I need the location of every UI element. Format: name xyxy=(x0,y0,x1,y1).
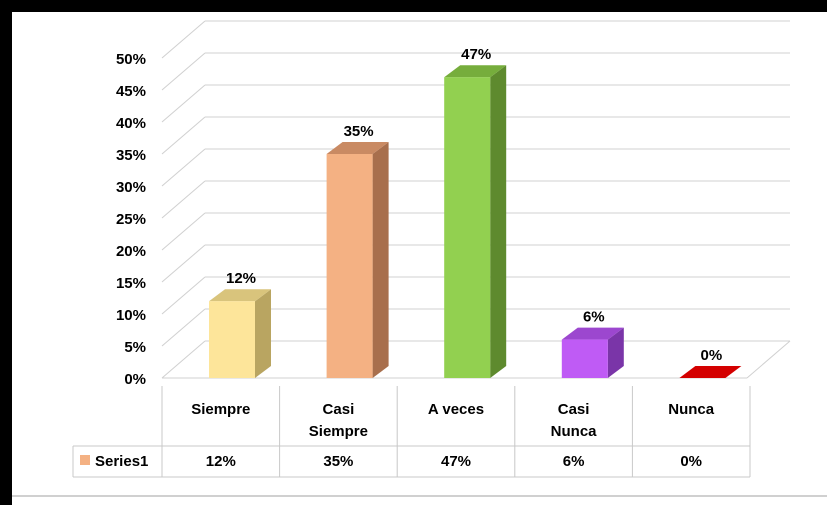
category-label: Casi xyxy=(323,401,355,418)
floor-edge-right xyxy=(746,340,791,379)
y-tick-label: 30% xyxy=(116,179,146,196)
gridline-diagonal xyxy=(161,212,206,251)
gridline-diagonal xyxy=(161,244,206,283)
table-value: 6% xyxy=(563,453,585,470)
category-label: Nunca xyxy=(551,423,598,440)
gridline-diagonal xyxy=(161,276,206,315)
gridline-diagonal xyxy=(161,308,206,347)
y-tick-label: 0% xyxy=(124,371,146,388)
bar-side xyxy=(372,142,389,378)
data-label: 0% xyxy=(701,347,723,364)
y-tick-label: 40% xyxy=(116,115,146,132)
category-label: Siempre xyxy=(191,401,250,418)
table-value: 47% xyxy=(441,453,471,470)
y-tick-label: 15% xyxy=(116,275,146,292)
bar-side xyxy=(255,289,271,378)
bar xyxy=(561,339,608,378)
bar-side xyxy=(607,327,624,378)
data-label: 35% xyxy=(344,123,374,140)
data-label: 47% xyxy=(461,46,491,63)
y-tick-label: 50% xyxy=(116,51,146,68)
bar xyxy=(326,154,373,378)
y-tick-label: 25% xyxy=(116,211,146,228)
gridline-diagonal xyxy=(161,340,206,379)
table-value: 12% xyxy=(206,453,236,470)
legend-key xyxy=(80,455,90,465)
bar-top xyxy=(561,327,624,340)
bar xyxy=(444,77,491,378)
bar-side xyxy=(490,65,507,378)
table-value: 35% xyxy=(323,453,353,470)
y-tick-label: 10% xyxy=(116,307,146,324)
category-label: Nunca xyxy=(668,401,715,418)
y-tick-label: 20% xyxy=(116,243,146,260)
data-label: 6% xyxy=(583,309,605,326)
category-label: A veces xyxy=(428,401,484,418)
y-tick-label: 5% xyxy=(124,339,146,356)
gridline-diagonal xyxy=(161,148,206,187)
bar-top xyxy=(209,289,271,302)
gridline-diagonal xyxy=(161,84,206,123)
gridline-diagonal xyxy=(161,116,206,155)
frame-shadow xyxy=(12,495,827,497)
gridline-diagonal xyxy=(161,52,206,91)
bar-top xyxy=(326,142,389,154)
bar-top xyxy=(679,366,742,378)
data-label: 12% xyxy=(226,270,256,287)
series-name: Series1 xyxy=(95,453,148,470)
y-tick-label: 45% xyxy=(116,83,146,100)
category-label: Siempre xyxy=(309,423,368,440)
category-label: Casi xyxy=(558,401,590,418)
table-value: 0% xyxy=(680,453,702,470)
bar xyxy=(209,301,255,378)
bar-top xyxy=(444,65,507,78)
y-tick-label: 35% xyxy=(116,147,146,164)
gridline-diagonal xyxy=(161,20,206,59)
gridline-diagonal xyxy=(161,180,206,219)
